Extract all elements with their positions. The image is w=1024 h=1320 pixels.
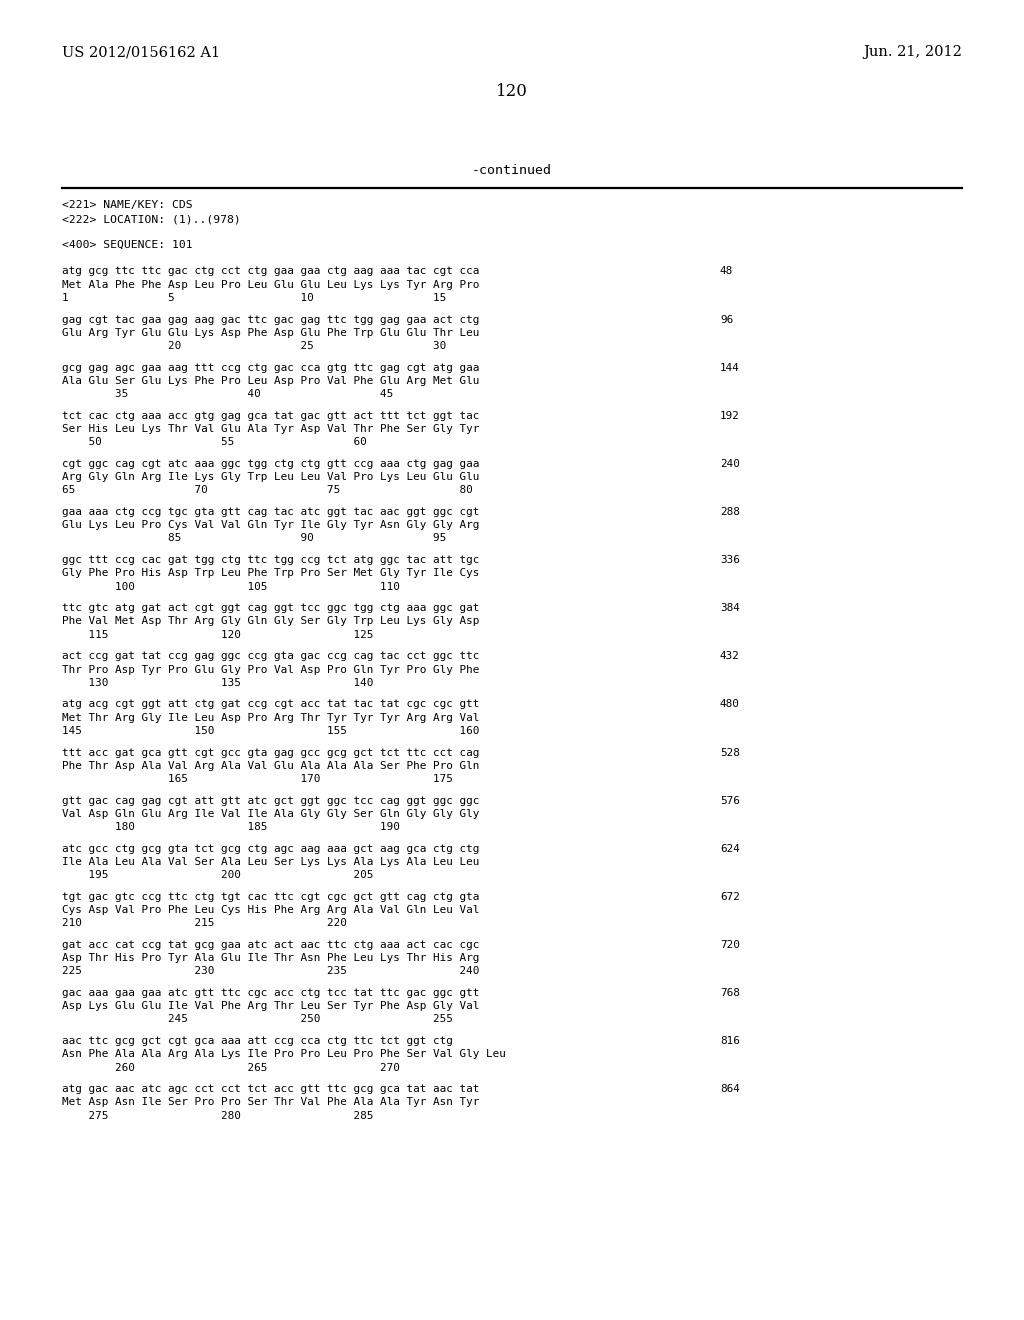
Text: atg acg cgt ggt att ctg gat ccg cgt acc tat tac tat cgc cgc gtt: atg acg cgt ggt att ctg gat ccg cgt acc … bbox=[62, 700, 479, 709]
Text: US 2012/0156162 A1: US 2012/0156162 A1 bbox=[62, 45, 220, 59]
Text: Phe Thr Asp Ala Val Arg Ala Val Glu Ala Ala Ala Ser Phe Pro Gln: Phe Thr Asp Ala Val Arg Ala Val Glu Ala … bbox=[62, 760, 479, 771]
Text: 100                 105                 110: 100 105 110 bbox=[62, 582, 400, 591]
Text: Glu Arg Tyr Glu Glu Lys Asp Phe Asp Glu Phe Trp Glu Glu Thr Leu: Glu Arg Tyr Glu Glu Lys Asp Phe Asp Glu … bbox=[62, 327, 479, 338]
Text: gtt gac cag gag cgt att gtt atc gct ggt ggc tcc cag ggt ggc ggc: gtt gac cag gag cgt att gtt atc gct ggt … bbox=[62, 796, 479, 805]
Text: 85                  90                  95: 85 90 95 bbox=[62, 533, 446, 544]
Text: Ser His Leu Lys Thr Val Glu Ala Tyr Asp Val Thr Phe Ser Gly Tyr: Ser His Leu Lys Thr Val Glu Ala Tyr Asp … bbox=[62, 424, 479, 434]
Text: ttt acc gat gca gtt cgt gcc gta gag gcc gcg gct tct ttc cct cag: ttt acc gat gca gtt cgt gcc gta gag gcc … bbox=[62, 747, 479, 758]
Text: Phe Val Met Asp Thr Arg Gly Gln Gly Ser Gly Trp Leu Lys Gly Asp: Phe Val Met Asp Thr Arg Gly Gln Gly Ser … bbox=[62, 616, 479, 627]
Text: Gly Phe Pro His Asp Trp Leu Phe Trp Pro Ser Met Gly Tyr Ile Cys: Gly Phe Pro His Asp Trp Leu Phe Trp Pro … bbox=[62, 569, 479, 578]
Text: Asn Phe Ala Ala Arg Ala Lys Ile Pro Pro Leu Pro Phe Ser Val Gly Leu: Asn Phe Ala Ala Arg Ala Lys Ile Pro Pro … bbox=[62, 1049, 506, 1060]
Text: 288: 288 bbox=[720, 507, 740, 517]
Text: gag cgt tac gaa gag aag gac ttc gac gag ttc tgg gag gaa act ctg: gag cgt tac gaa gag aag gac ttc gac gag … bbox=[62, 314, 479, 325]
Text: 165                 170                 175: 165 170 175 bbox=[62, 774, 453, 784]
Text: 65                  70                  75                  80: 65 70 75 80 bbox=[62, 486, 473, 495]
Text: cgt ggc cag cgt atc aaa ggc tgg ctg ctg gtt ccg aaa ctg gag gaa: cgt ggc cag cgt atc aaa ggc tgg ctg ctg … bbox=[62, 459, 479, 469]
Text: 768: 768 bbox=[720, 987, 740, 998]
Text: 624: 624 bbox=[720, 843, 740, 854]
Text: ttc gtc atg gat act cgt ggt cag ggt tcc ggc tgg ctg aaa ggc gat: ttc gtc atg gat act cgt ggt cag ggt tcc … bbox=[62, 603, 479, 614]
Text: 864: 864 bbox=[720, 1084, 740, 1094]
Text: 35                  40                  45: 35 40 45 bbox=[62, 389, 393, 399]
Text: Cys Asp Val Pro Phe Leu Cys His Phe Arg Arg Ala Val Gln Leu Val: Cys Asp Val Pro Phe Leu Cys His Phe Arg … bbox=[62, 906, 479, 915]
Text: 245                 250                 255: 245 250 255 bbox=[62, 1014, 453, 1024]
Text: Asp Lys Glu Glu Ile Val Phe Arg Thr Leu Ser Tyr Phe Asp Gly Val: Asp Lys Glu Glu Ile Val Phe Arg Thr Leu … bbox=[62, 1001, 479, 1011]
Text: 120: 120 bbox=[496, 83, 528, 100]
Text: 336: 336 bbox=[720, 556, 740, 565]
Text: 672: 672 bbox=[720, 892, 740, 902]
Text: tct cac ctg aaa acc gtg gag gca tat gac gtt act ttt tct ggt tac: tct cac ctg aaa acc gtg gag gca tat gac … bbox=[62, 411, 479, 421]
Text: 180                 185                 190: 180 185 190 bbox=[62, 822, 400, 832]
Text: 195                 200                 205: 195 200 205 bbox=[62, 870, 374, 880]
Text: 260                 265                 270: 260 265 270 bbox=[62, 1063, 400, 1073]
Text: atg gac aac atc agc cct cct tct acc gtt ttc gcg gca tat aac tat: atg gac aac atc agc cct cct tct acc gtt … bbox=[62, 1084, 479, 1094]
Text: 225                 230                 235                 240: 225 230 235 240 bbox=[62, 966, 479, 977]
Text: gaa aaa ctg ccg tgc gta gtt cag tac atc ggt tac aac ggt ggc cgt: gaa aaa ctg ccg tgc gta gtt cag tac atc … bbox=[62, 507, 479, 517]
Text: 20                  25                  30: 20 25 30 bbox=[62, 341, 446, 351]
Text: 210                 215                 220: 210 215 220 bbox=[62, 919, 347, 928]
Text: 50                  55                  60: 50 55 60 bbox=[62, 437, 367, 447]
Text: 275                 280                 285: 275 280 285 bbox=[62, 1110, 374, 1121]
Text: atg gcg ttc ttc gac ctg cct ctg gaa gaa ctg aag aaa tac cgt cca: atg gcg ttc ttc gac ctg cct ctg gaa gaa … bbox=[62, 267, 479, 276]
Text: 115                 120                 125: 115 120 125 bbox=[62, 630, 374, 640]
Text: atc gcc ctg gcg gta tct gcg ctg agc aag aaa gct aag gca ctg ctg: atc gcc ctg gcg gta tct gcg ctg agc aag … bbox=[62, 843, 479, 854]
Text: ggc ttt ccg cac gat tgg ctg ttc tgg ccg tct atg ggc tac att tgc: ggc ttt ccg cac gat tgg ctg ttc tgg ccg … bbox=[62, 556, 479, 565]
Text: 130                 135                 140: 130 135 140 bbox=[62, 677, 374, 688]
Text: 144: 144 bbox=[720, 363, 740, 372]
Text: 96: 96 bbox=[720, 314, 733, 325]
Text: 1               5                   10                  15: 1 5 10 15 bbox=[62, 293, 446, 302]
Text: Val Asp Gln Glu Arg Ile Val Ile Ala Gly Gly Ser Gln Gly Gly Gly: Val Asp Gln Glu Arg Ile Val Ile Ala Gly … bbox=[62, 809, 479, 818]
Text: Jun. 21, 2012: Jun. 21, 2012 bbox=[863, 45, 962, 59]
Text: 192: 192 bbox=[720, 411, 740, 421]
Text: act ccg gat tat ccg gag ggc ccg gta gac ccg cag tac cct ggc ttc: act ccg gat tat ccg gag ggc ccg gta gac … bbox=[62, 651, 479, 661]
Text: 145                 150                 155                 160: 145 150 155 160 bbox=[62, 726, 479, 735]
Text: 240: 240 bbox=[720, 459, 740, 469]
Text: 816: 816 bbox=[720, 1036, 740, 1047]
Text: gcg gag agc gaa aag ttt ccg ctg gac cca gtg ttc gag cgt atg gaa: gcg gag agc gaa aag ttt ccg ctg gac cca … bbox=[62, 363, 479, 372]
Text: 384: 384 bbox=[720, 603, 740, 614]
Text: 48: 48 bbox=[720, 267, 733, 276]
Text: 480: 480 bbox=[720, 700, 740, 709]
Text: Met Ala Phe Phe Asp Leu Pro Leu Glu Glu Leu Lys Lys Tyr Arg Pro: Met Ala Phe Phe Asp Leu Pro Leu Glu Glu … bbox=[62, 280, 479, 289]
Text: Thr Pro Asp Tyr Pro Glu Gly Pro Val Asp Pro Gln Tyr Pro Gly Phe: Thr Pro Asp Tyr Pro Glu Gly Pro Val Asp … bbox=[62, 664, 479, 675]
Text: <222> LOCATION: (1)..(978): <222> LOCATION: (1)..(978) bbox=[62, 214, 241, 224]
Text: Arg Gly Gln Arg Ile Lys Gly Trp Leu Leu Val Pro Lys Leu Glu Glu: Arg Gly Gln Arg Ile Lys Gly Trp Leu Leu … bbox=[62, 473, 479, 482]
Text: gac aaa gaa gaa atc gtt ttc cgc acc ctg tcc tat ttc gac ggc gtt: gac aaa gaa gaa atc gtt ttc cgc acc ctg … bbox=[62, 987, 479, 998]
Text: tgt gac gtc ccg ttc ctg tgt cac ttc cgt cgc gct gtt cag ctg gta: tgt gac gtc ccg ttc ctg tgt cac ttc cgt … bbox=[62, 892, 479, 902]
Text: Met Asp Asn Ile Ser Pro Pro Ser Thr Val Phe Ala Ala Tyr Asn Tyr: Met Asp Asn Ile Ser Pro Pro Ser Thr Val … bbox=[62, 1097, 479, 1107]
Text: 576: 576 bbox=[720, 796, 740, 805]
Text: <221> NAME/KEY: CDS: <221> NAME/KEY: CDS bbox=[62, 201, 193, 210]
Text: <400> SEQUENCE: 101: <400> SEQUENCE: 101 bbox=[62, 240, 193, 249]
Text: Glu Lys Leu Pro Cys Val Val Gln Tyr Ile Gly Tyr Asn Gly Gly Arg: Glu Lys Leu Pro Cys Val Val Gln Tyr Ile … bbox=[62, 520, 479, 531]
Text: Met Thr Arg Gly Ile Leu Asp Pro Arg Thr Tyr Tyr Tyr Arg Arg Val: Met Thr Arg Gly Ile Leu Asp Pro Arg Thr … bbox=[62, 713, 479, 722]
Text: Ile Ala Leu Ala Val Ser Ala Leu Ser Lys Lys Ala Lys Ala Leu Leu: Ile Ala Leu Ala Val Ser Ala Leu Ser Lys … bbox=[62, 857, 479, 867]
Text: -continued: -continued bbox=[472, 164, 552, 177]
Text: aac ttc gcg gct cgt gca aaa att ccg cca ctg ttc tct ggt ctg: aac ttc gcg gct cgt gca aaa att ccg cca … bbox=[62, 1036, 453, 1047]
Text: Ala Glu Ser Glu Lys Phe Pro Leu Asp Pro Val Phe Glu Arg Met Glu: Ala Glu Ser Glu Lys Phe Pro Leu Asp Pro … bbox=[62, 376, 479, 385]
Text: gat acc cat ccg tat gcg gaa atc act aac ttc ctg aaa act cac cgc: gat acc cat ccg tat gcg gaa atc act aac … bbox=[62, 940, 479, 950]
Text: Asp Thr His Pro Tyr Ala Glu Ile Thr Asn Phe Leu Lys Thr His Arg: Asp Thr His Pro Tyr Ala Glu Ile Thr Asn … bbox=[62, 953, 479, 964]
Text: 432: 432 bbox=[720, 651, 740, 661]
Text: 720: 720 bbox=[720, 940, 740, 950]
Text: 528: 528 bbox=[720, 747, 740, 758]
